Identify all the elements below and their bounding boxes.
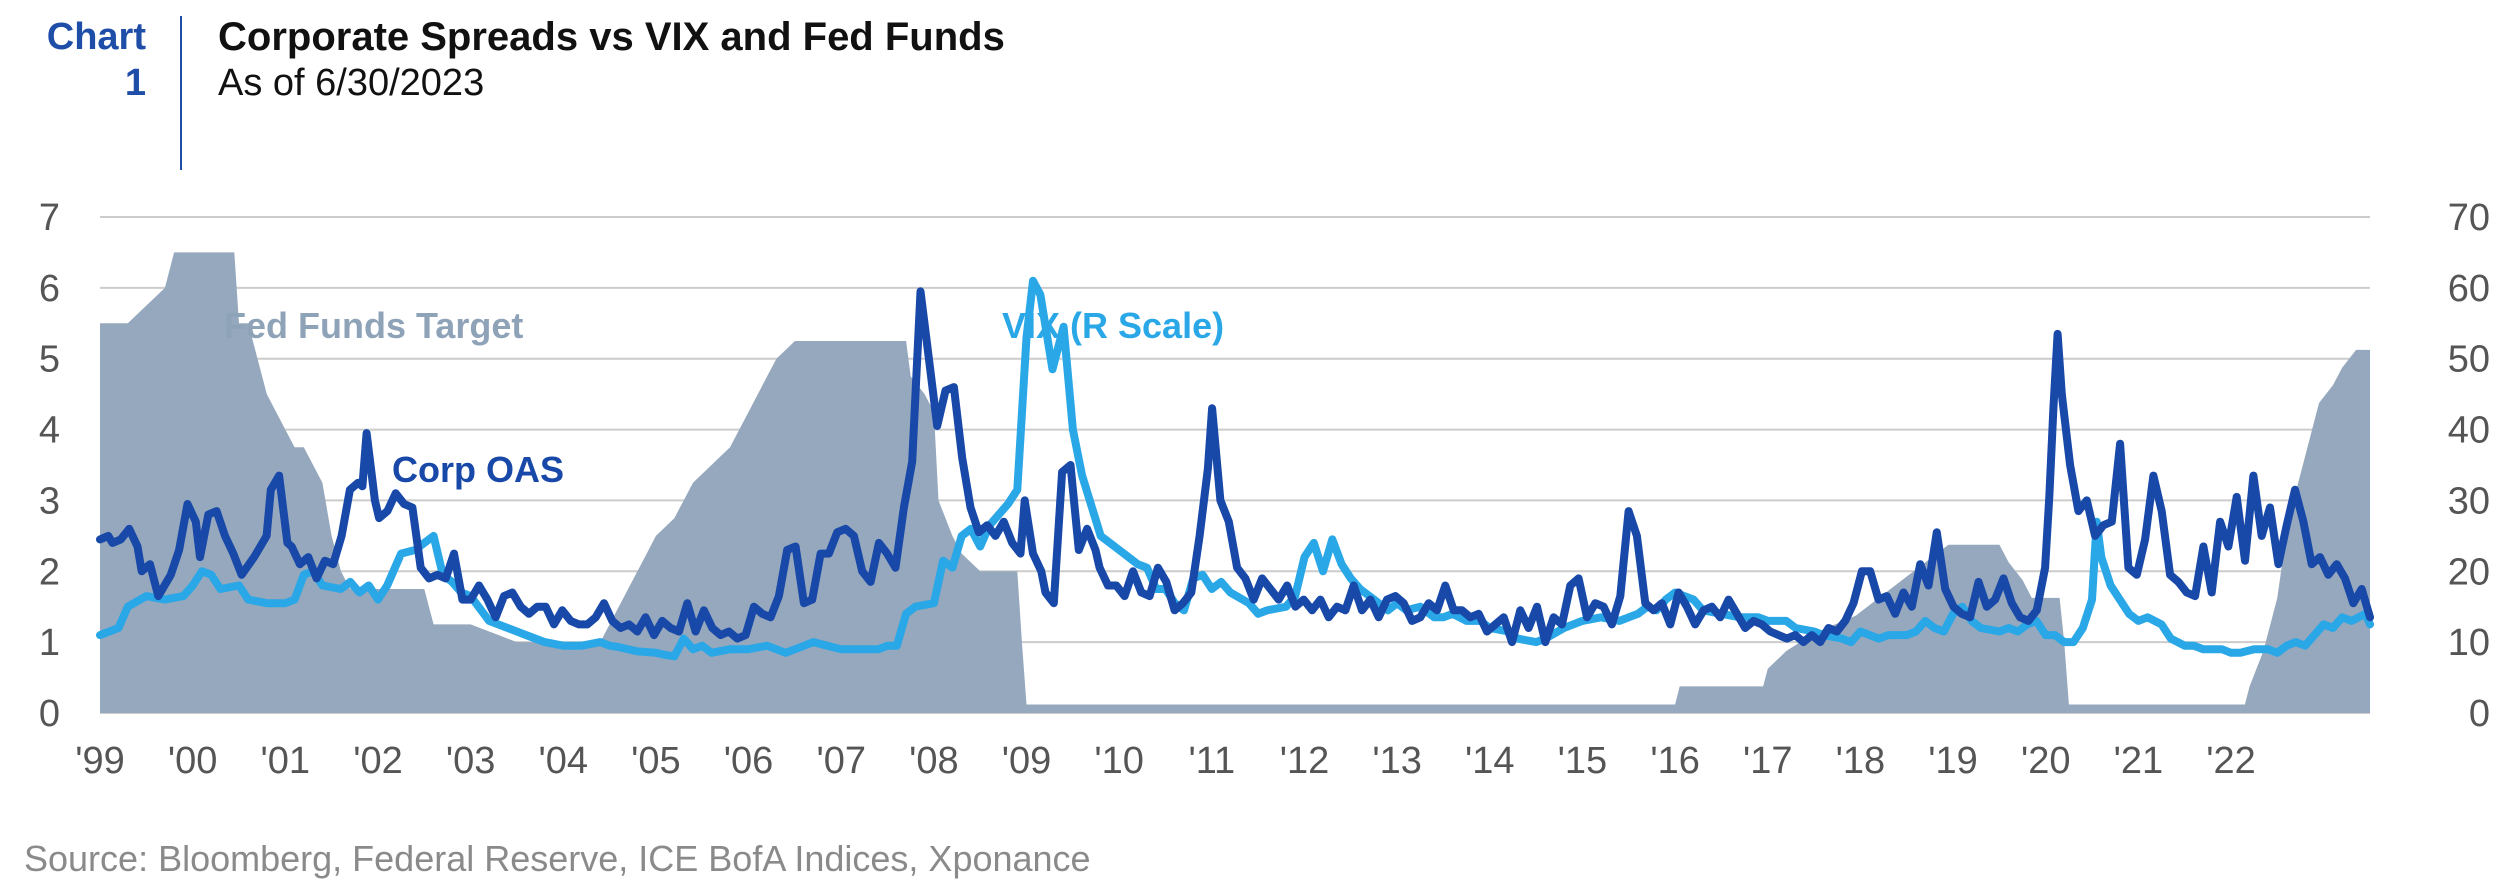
chart-label-line2: 1 xyxy=(124,62,146,104)
y-right-tick-label: 60 xyxy=(2448,268,2490,310)
chart-title: Corporate Spreads vs VIX and Fed Funds xyxy=(218,15,1005,59)
chart-number-label: Chart 1 xyxy=(0,14,146,106)
x-tick-label: '20 xyxy=(2021,740,2071,782)
y-left-tick-label: 7 xyxy=(39,197,60,239)
y-right-tick-label: 20 xyxy=(2448,551,2490,593)
x-tick-label: '12 xyxy=(1280,740,1330,782)
y-left-tick-label: 3 xyxy=(39,480,60,522)
axis-labels-layer: 0 0 1 10 2 20 3 30 4 40 5 50 6 60 7 70 '99 '00 '01 '02 '03 '0… xyxy=(39,197,2490,782)
x-tick-label: '11 xyxy=(1188,740,1235,782)
y-right-tick-label: 50 xyxy=(2448,339,2490,381)
vix-label: VIX (R Scale) xyxy=(1002,305,1224,346)
x-tick-label: '03 xyxy=(446,740,496,782)
corp-oas-label: Corp OAS xyxy=(392,449,564,490)
x-tick-label: '22 xyxy=(2206,740,2256,782)
chart-subtitle: As of 6/30/2023 xyxy=(218,62,485,104)
fed-funds-label: Fed Funds Target xyxy=(224,305,523,346)
x-tick-label: '07 xyxy=(816,740,866,782)
x-tick-label: '21 xyxy=(2114,740,2164,782)
x-tick-label: '16 xyxy=(1650,740,1700,782)
x-tick-label: '10 xyxy=(1094,740,1144,782)
x-tick-label: '19 xyxy=(1928,740,1978,782)
x-tick-label: '18 xyxy=(1836,740,1886,782)
x-tick-label: '99 xyxy=(75,740,125,782)
y-left-tick-label: 2 xyxy=(39,551,60,593)
y-left-tick-label: 5 xyxy=(39,339,60,381)
source-note: Source: Bloomberg, Federal Reserve, ICE … xyxy=(24,838,1091,879)
y-left-tick-label: 0 xyxy=(39,693,60,735)
y-right-tick-label: 0 xyxy=(2469,693,2490,735)
x-tick-label: '15 xyxy=(1558,740,1608,782)
chart-label-line1: Chart xyxy=(46,16,146,58)
x-tick-label: '08 xyxy=(909,740,959,782)
series-labels-layer: Fed Funds Target VIX (R Scale) Corp OAS xyxy=(224,305,1224,490)
y-right-tick-label: 10 xyxy=(2448,622,2490,664)
x-tick-label: '05 xyxy=(631,740,681,782)
x-tick-label: '01 xyxy=(261,740,311,782)
y-right-tick-label: 30 xyxy=(2448,480,2490,522)
x-tick-label: '14 xyxy=(1465,740,1515,782)
y-right-tick-label: 40 xyxy=(2448,410,2490,452)
x-tick-label: '06 xyxy=(724,740,774,782)
x-tick-label: '13 xyxy=(1372,740,1422,782)
corp-oas-line xyxy=(96,287,2374,647)
x-tick-label: '00 xyxy=(168,740,218,782)
y-left-tick-label: 6 xyxy=(39,268,60,310)
y-left-tick-label: 1 xyxy=(39,622,60,664)
x-tick-label: '04 xyxy=(538,740,588,782)
x-tick-label: '17 xyxy=(1743,740,1793,782)
fed-funds-area xyxy=(100,252,2370,713)
header-divider xyxy=(180,16,182,170)
x-tick-label: '02 xyxy=(353,740,403,782)
y-right-tick-label: 70 xyxy=(2448,197,2490,239)
fed-funds-area-layer xyxy=(100,252,2370,713)
series-lines-layer xyxy=(96,276,2374,661)
x-tick-label: '09 xyxy=(1002,740,1052,782)
y-left-tick-label: 4 xyxy=(39,410,60,452)
